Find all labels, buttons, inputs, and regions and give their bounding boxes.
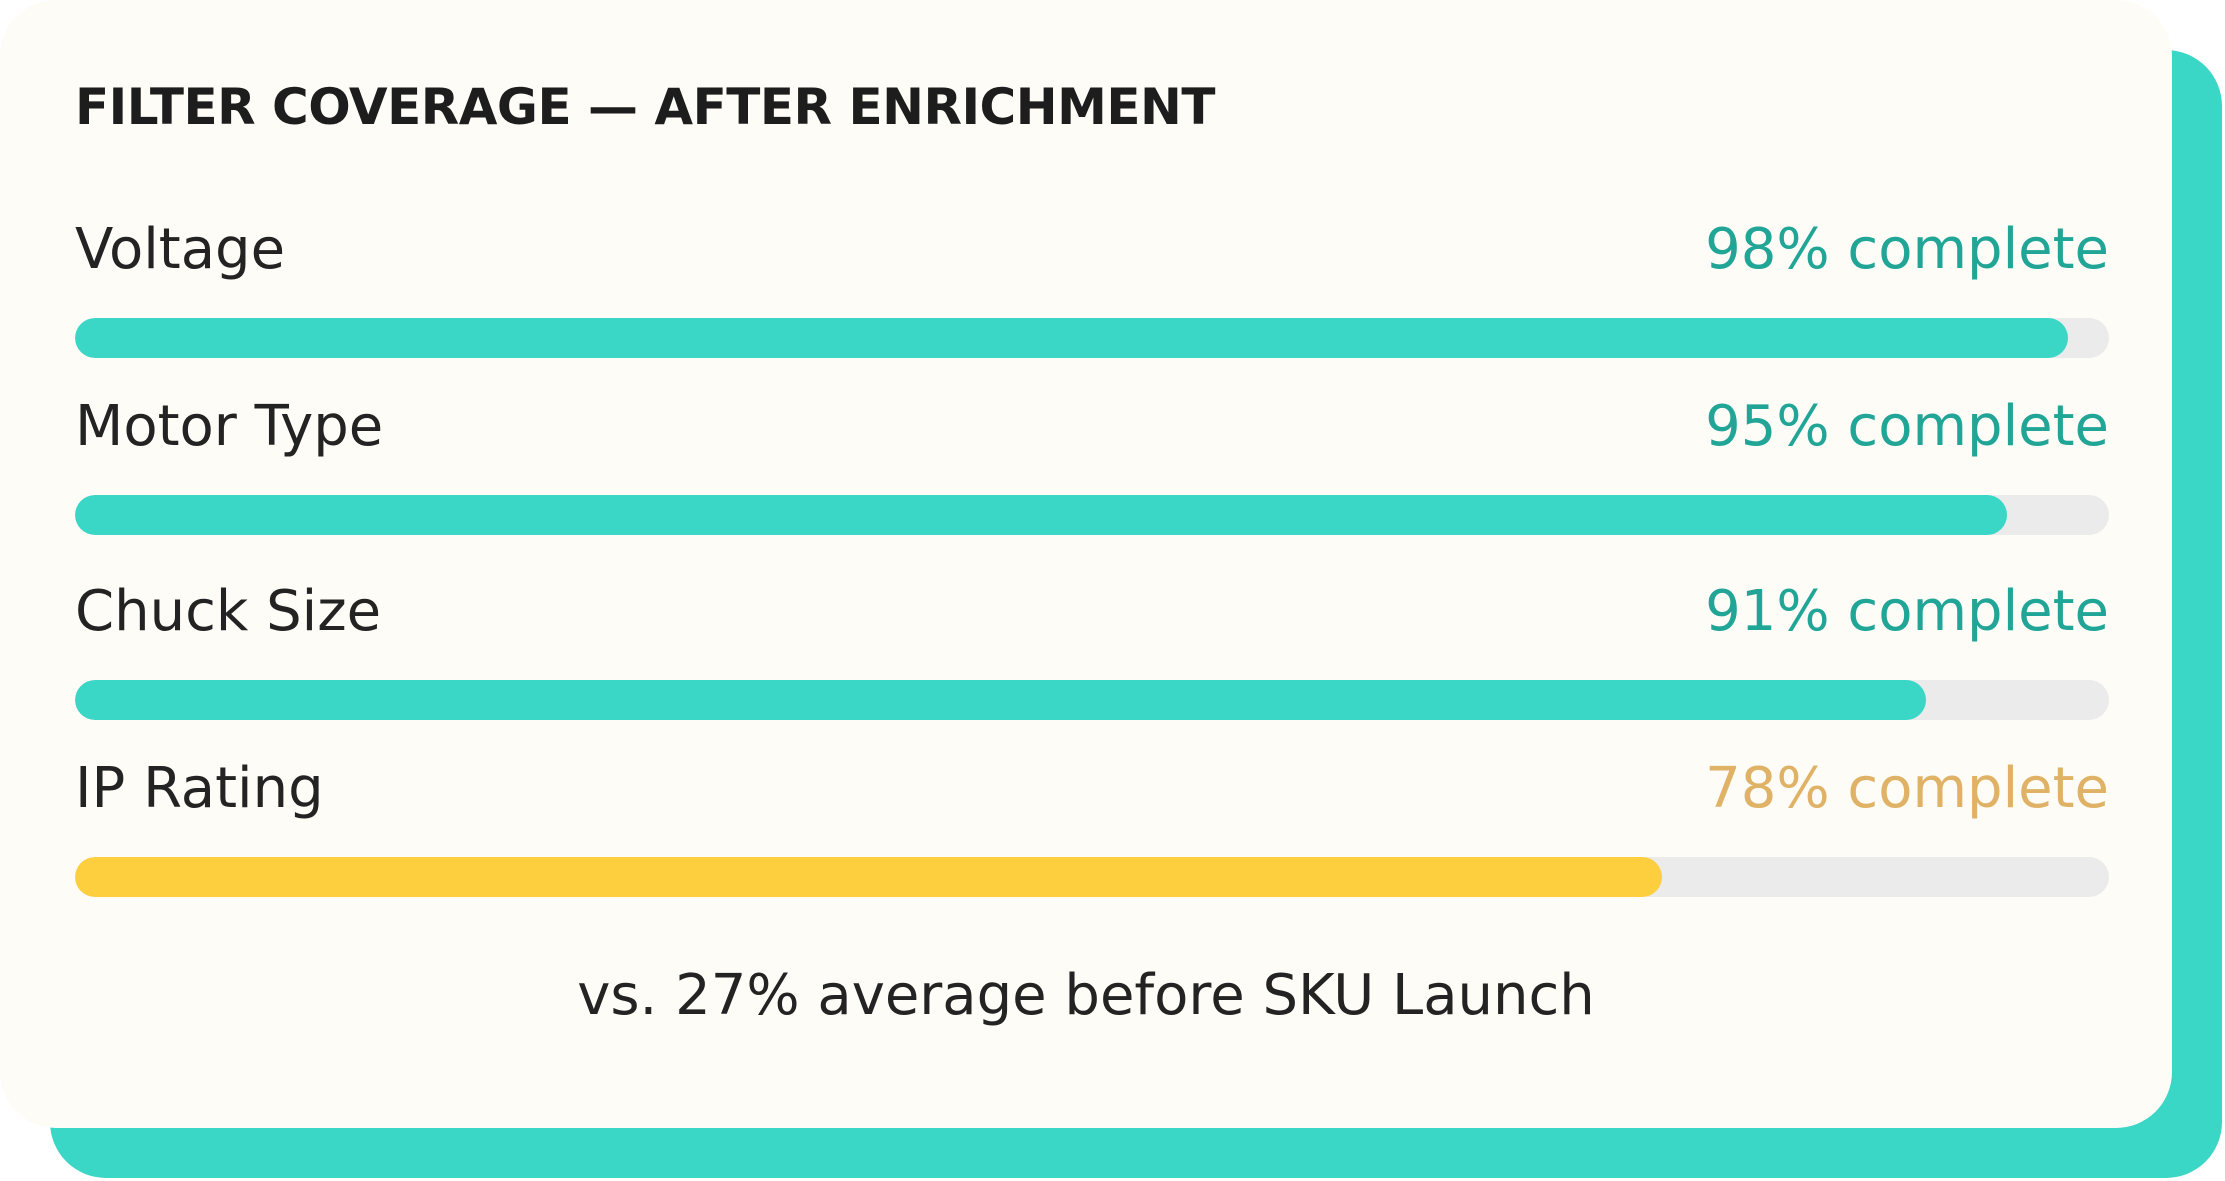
- card-title: FILTER COVERAGE — AFTER ENRICHMENT: [75, 78, 1215, 136]
- progress-fill: [75, 495, 2008, 535]
- metric-ip-rating: IP Rating 78% complete: [75, 761, 2109, 931]
- progress-track: [75, 495, 2109, 535]
- metric-motor-type: Motor Type 95% complete: [75, 399, 2109, 569]
- coverage-card: FILTER COVERAGE — AFTER ENRICHMENT Volta…: [75, 78, 2109, 1028]
- comparison-footnote: vs. 27% average before SKU Launch: [577, 963, 1595, 1028]
- metric-label: Motor Type: [75, 394, 384, 459]
- progress-track: [75, 680, 2109, 720]
- metric-status: 91% complete: [1705, 579, 2109, 644]
- metric-chuck-size: Chuck Size 91% complete: [75, 584, 2109, 754]
- metric-status: 95% complete: [1705, 394, 2109, 459]
- metric-status: 98% complete: [1705, 217, 2109, 282]
- metric-label: IP Rating: [75, 756, 324, 821]
- progress-track: [75, 857, 2109, 897]
- metric-label: Chuck Size: [75, 579, 382, 644]
- progress-fill: [75, 680, 1926, 720]
- metric-status: 78% complete: [1705, 756, 2109, 821]
- progress-fill: [75, 318, 2069, 358]
- metric-voltage: Voltage 98% complete: [75, 222, 2109, 392]
- progress-track: [75, 318, 2109, 358]
- metric-label: Voltage: [75, 217, 286, 282]
- progress-fill: [75, 857, 1662, 897]
